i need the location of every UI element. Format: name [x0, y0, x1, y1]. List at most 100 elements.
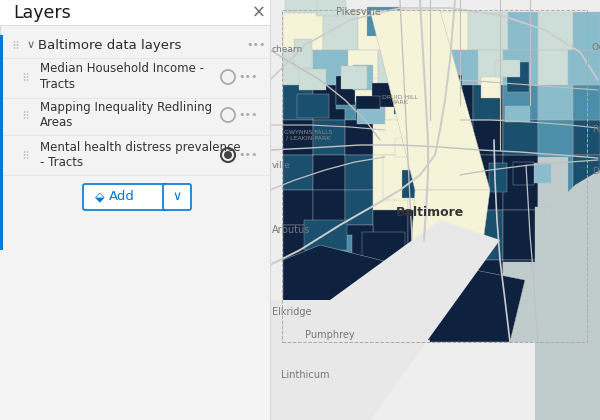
Bar: [361, 295, 404, 331]
Circle shape: [23, 76, 25, 78]
Text: - Tracts: - Tracts: [40, 157, 83, 170]
Bar: [409, 74, 439, 105]
Bar: [573, 155, 600, 210]
Bar: [296, 94, 329, 118]
Bar: [373, 305, 408, 340]
Bar: [468, 305, 503, 340]
Bar: [503, 120, 538, 155]
Bar: [282, 10, 587, 342]
Circle shape: [23, 151, 25, 153]
Text: Linthicum: Linthicum: [281, 370, 329, 380]
Bar: [573, 12, 600, 50]
Bar: [345, 190, 373, 225]
Bar: [0, 35, 3, 250]
Text: DRUID HILL
PARK: DRUID HILL PARK: [382, 94, 418, 105]
Bar: [538, 85, 573, 120]
Bar: [433, 155, 463, 195]
Circle shape: [26, 114, 28, 116]
Bar: [378, 50, 418, 85]
Bar: [336, 76, 355, 105]
Polygon shape: [270, 220, 500, 420]
Bar: [508, 12, 538, 50]
Bar: [503, 85, 538, 120]
Bar: [468, 12, 508, 50]
Bar: [283, 120, 313, 155]
Text: Tracts: Tracts: [40, 79, 75, 92]
Bar: [535, 207, 600, 262]
Bar: [356, 108, 385, 124]
Bar: [503, 50, 538, 85]
Bar: [313, 155, 345, 190]
Text: chearn: chearn: [272, 45, 303, 55]
Bar: [356, 96, 380, 120]
Text: ⬙: ⬙: [95, 191, 105, 204]
Bar: [489, 163, 507, 192]
Bar: [304, 220, 347, 250]
Bar: [473, 210, 503, 260]
Circle shape: [26, 76, 28, 78]
Bar: [503, 85, 538, 120]
Circle shape: [23, 114, 25, 116]
Bar: [403, 12, 433, 50]
Bar: [508, 50, 543, 85]
Bar: [420, 159, 455, 180]
Text: Mental health distress prevalence: Mental health distress prevalence: [40, 141, 241, 153]
Bar: [373, 155, 408, 210]
Text: Pumphrey: Pumphrey: [305, 330, 355, 340]
Bar: [473, 85, 503, 120]
Bar: [545, 207, 600, 342]
Circle shape: [23, 79, 25, 81]
Bar: [573, 85, 600, 120]
Bar: [283, 50, 313, 85]
Text: Elkridge: Elkridge: [272, 307, 311, 317]
Bar: [433, 230, 467, 259]
Bar: [323, 235, 352, 271]
Circle shape: [14, 47, 16, 49]
Bar: [543, 50, 573, 85]
Bar: [373, 120, 408, 155]
Bar: [383, 155, 433, 200]
Bar: [573, 85, 600, 120]
Bar: [538, 120, 573, 155]
Bar: [568, 50, 600, 85]
Text: Areas: Areas: [40, 116, 73, 129]
Circle shape: [26, 151, 28, 153]
Circle shape: [17, 41, 19, 43]
Bar: [523, 163, 551, 184]
Text: •••: •••: [246, 40, 266, 50]
Bar: [573, 210, 600, 260]
Text: •••: •••: [238, 72, 258, 82]
Bar: [408, 85, 438, 120]
Bar: [270, 0, 600, 420]
Bar: [503, 155, 538, 210]
Bar: [468, 260, 503, 305]
Bar: [439, 123, 466, 139]
Bar: [313, 190, 345, 225]
Bar: [538, 210, 573, 260]
Circle shape: [23, 117, 25, 119]
Bar: [353, 65, 373, 90]
Bar: [538, 85, 573, 120]
Bar: [425, 168, 446, 188]
Bar: [538, 155, 573, 210]
Bar: [507, 62, 529, 92]
Bar: [373, 85, 408, 120]
Text: ∨: ∨: [172, 191, 182, 204]
Bar: [373, 260, 408, 305]
Text: Baltimore: Baltimore: [396, 205, 464, 218]
Bar: [448, 186, 482, 202]
Bar: [293, 39, 312, 68]
Bar: [352, 78, 378, 102]
Bar: [473, 291, 497, 309]
Bar: [283, 12, 323, 50]
Polygon shape: [270, 300, 330, 420]
Circle shape: [17, 44, 19, 46]
Bar: [283, 225, 328, 305]
Polygon shape: [410, 265, 525, 342]
Bar: [463, 155, 503, 210]
Bar: [283, 190, 313, 225]
Bar: [299, 68, 326, 90]
Bar: [408, 120, 438, 155]
Polygon shape: [283, 245, 400, 342]
FancyBboxPatch shape: [163, 184, 191, 210]
